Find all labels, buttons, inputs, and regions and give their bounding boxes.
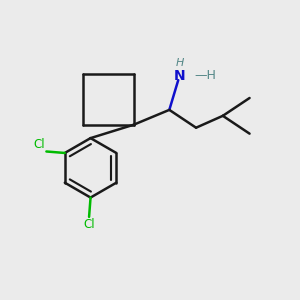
Text: N: N <box>174 69 185 83</box>
Text: —H: —H <box>195 69 217 82</box>
Text: H: H <box>176 58 184 68</box>
Text: Cl: Cl <box>83 218 95 231</box>
Text: Cl: Cl <box>33 138 45 151</box>
